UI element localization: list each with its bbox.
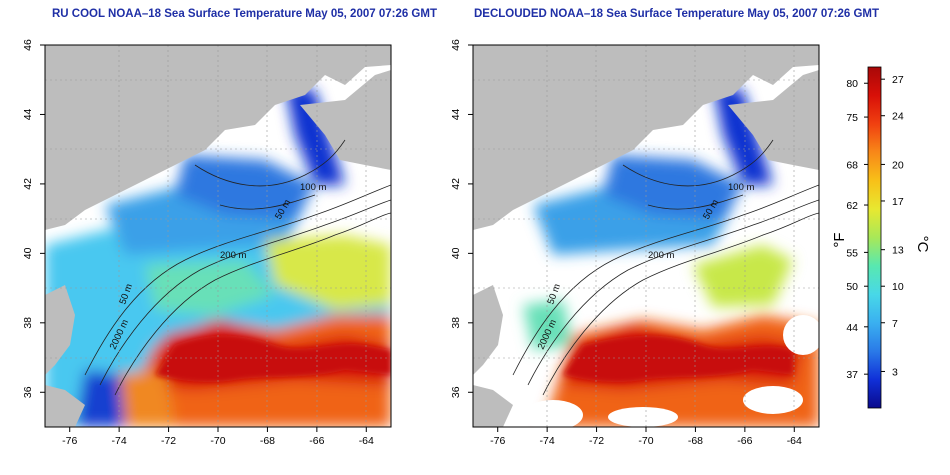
celsius-unit-label: °C [914,236,931,253]
x-tick-label: -66 [309,435,324,447]
fahrenheit-tick-label: 68 [846,159,858,171]
contour-label: 200 m [648,250,674,261]
y-tick-label: 40 [450,247,462,259]
x-tick-label: -72 [161,435,176,447]
celsius-tick-label: 10 [892,281,904,293]
x-tick-label: -70 [210,435,225,447]
y-tick-label: 38 [22,317,34,329]
right-axes: -76 -74 -72 -70 -68 -66 -64 36 38 40 42 44 46 [450,39,802,447]
y-tick-label: 36 [450,386,462,398]
fahrenheit-tick-label: 80 [846,78,858,90]
x-tick-label: -72 [589,435,604,447]
y-tick-label: 36 [22,386,34,398]
celsius-tick-label: 3 [892,366,898,378]
right-panel-title: DECLOUDED NOAA–18 Sea Surface Temperatur… [474,8,879,20]
fahrenheit-tick-label: 50 [846,281,858,293]
x-tick-label: -64 [359,435,374,447]
x-tick-label: -74 [112,435,127,447]
bathymetry-contours [84,139,391,396]
left-axes: -76 -74 -72 -70 -68 -66 -64 36 38 40 42 44 46 [22,39,374,447]
fahrenheit-tick-label: 62 [846,200,858,212]
contour-label: 100 m [728,182,754,193]
left-panel-title: RU COOL NOAA–18 Sea Surface Temperature … [52,8,437,20]
y-tick-label: 46 [450,39,462,51]
y-tick-label: 40 [22,247,34,259]
fahrenheit-unit-label: °F [831,232,848,247]
land-mass [473,45,819,230]
y-tick-label: 38 [450,317,462,329]
x-tick-label: -70 [638,435,653,447]
y-tick-label: 42 [22,178,34,190]
y-tick-label: 44 [22,108,34,120]
x-tick-label: -64 [787,435,802,447]
x-tick-label: -66 [737,435,752,447]
x-tick-label: -68 [688,435,703,447]
graticule [473,45,819,427]
bathymetry-contours [512,139,819,396]
x-tick-label: -76 [62,435,77,447]
land-mass [45,45,391,230]
celsius-tick-label: 24 [892,111,904,123]
x-tick-label: -76 [490,435,505,447]
fahrenheit-tick-label: 75 [846,112,858,124]
fahrenheit-tick-label: 44 [846,322,858,334]
contour-label: 100 m [300,182,326,193]
celsius-tick-label: 7 [892,318,898,330]
cloud-gaps [523,315,819,427]
y-tick-label: 44 [450,108,462,120]
celsius-tick-label: 13 [892,245,904,257]
x-tick-label: -74 [540,435,555,447]
y-tick-label: 42 [450,178,462,190]
celsius-tick-label: 17 [892,196,904,208]
graticule [45,45,391,427]
fahrenheit-tick-label: 55 [846,247,858,259]
colorbar-ramp [867,66,882,409]
y-tick-label: 46 [22,39,34,51]
contour-label: 200 m [220,250,246,261]
x-tick-label: -68 [260,435,275,447]
fahrenheit-tick-label: 37 [846,369,858,381]
celsius-tick-label: 27 [892,74,904,86]
celsius-tick-label: 20 [892,159,904,171]
